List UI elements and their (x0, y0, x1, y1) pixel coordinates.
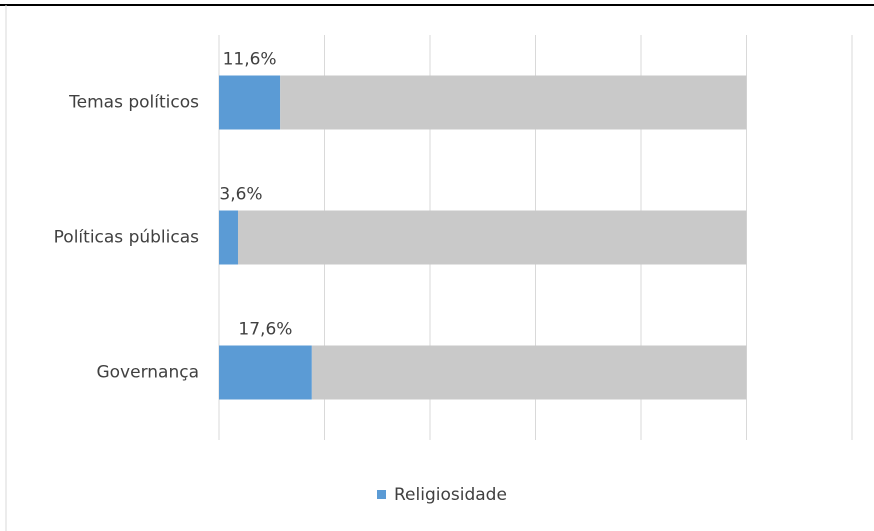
legend-label: Religiosidade (394, 485, 507, 505)
legend-swatch (377, 490, 386, 499)
bar-segment (280, 75, 747, 130)
bar-segment (237, 210, 747, 265)
data-label: 11,6% (223, 50, 277, 70)
bar-segment (219, 345, 312, 400)
data-label: 17,6% (238, 320, 292, 340)
bar-segment (311, 345, 747, 400)
bar-segment (219, 210, 238, 265)
data-label: 3,6% (219, 185, 262, 205)
bar-segment (219, 75, 281, 130)
y-tick-label: Políticas públicas (54, 228, 199, 248)
y-tick-label: Governança (96, 363, 199, 383)
y-tick-label: Temas políticos (68, 93, 199, 113)
